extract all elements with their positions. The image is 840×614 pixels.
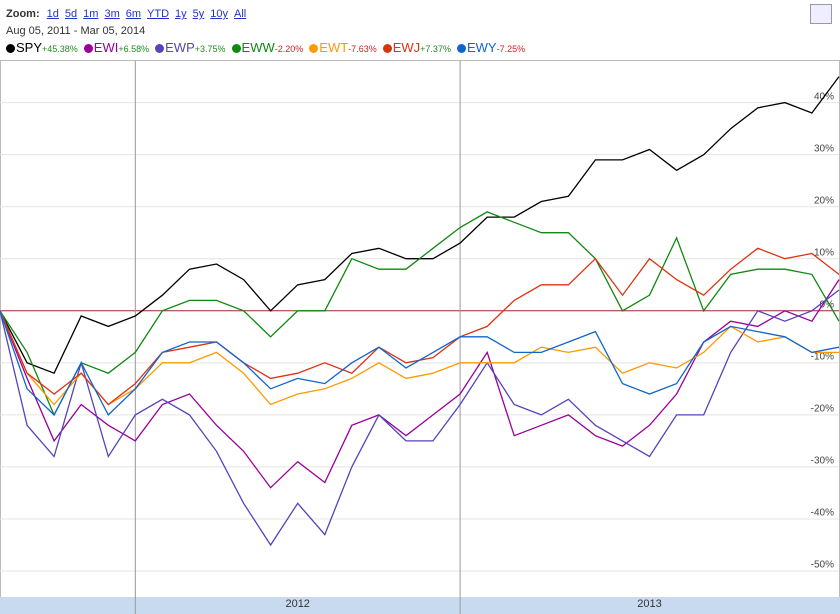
x-tick-label: 2013: [637, 598, 661, 610]
legend-item: SPY+45.38%: [6, 40, 78, 55]
date-sep: -: [73, 25, 78, 37]
y-tick-label: -50%: [811, 560, 834, 571]
y-tick-label: -20%: [811, 404, 834, 415]
legend-item: EWY-7.25%: [456, 40, 526, 55]
y-tick-label: 20%: [814, 195, 834, 206]
plot-border: [0, 60, 840, 598]
zoom-option[interactable]: 5d: [64, 8, 78, 20]
legend-item: EWW-2.20%: [231, 40, 304, 55]
legend-name: EWP: [165, 40, 195, 55]
legend-name: EWY: [466, 40, 497, 55]
zoom-option[interactable]: All: [234, 8, 247, 20]
legend-change: +45.38%: [42, 44, 78, 54]
legend-name: EWT: [319, 40, 349, 55]
zoom-label: Zoom:: [6, 8, 40, 20]
legend: SPY+45.38% EWI+6.58% EWP+3.75% EWW-2.20% EWT…: [6, 40, 531, 55]
series-line: [0, 247, 840, 406]
legend-dot: [231, 44, 241, 53]
zoom-option[interactable]: 1m: [83, 8, 99, 20]
legend-dot: [382, 44, 392, 53]
x-tick-label: 2012: [285, 598, 309, 610]
y-tick-label: -30%: [811, 456, 834, 467]
zoom-option[interactable]: 10y: [210, 8, 229, 20]
zoom-option[interactable]: 3m: [104, 8, 120, 20]
zoom-option[interactable]: 1d: [46, 8, 59, 20]
y-tick-label: -10%: [811, 351, 834, 362]
series-line: [0, 310, 840, 416]
legend-change: -2.20%: [274, 44, 304, 54]
legend-change: -7.63%: [348, 44, 377, 54]
date-from: Aug 05, 2011: [6, 25, 71, 37]
zoom-option[interactable]: 1y: [175, 8, 187, 20]
series-line: [0, 211, 840, 417]
date-range: Aug 05, 2011 - Mar 05, 2014: [6, 25, 145, 37]
x-axis-band: [0, 597, 840, 614]
date-to: Mar 05, 2014: [80, 25, 146, 37]
legend-dot: [456, 44, 466, 53]
legend-change: -7.25%: [496, 44, 526, 54]
series-line: [0, 76, 840, 375]
series-line: [0, 289, 840, 547]
legend-name: SPY: [16, 40, 43, 55]
legend-change: +7.37%: [420, 44, 451, 54]
legend-name: EWW: [241, 40, 275, 55]
y-tick-label: 10%: [814, 247, 834, 258]
y-tick-label: 0%: [820, 299, 835, 310]
legend-name: EWJ: [392, 40, 421, 55]
legend-item: EWP+3.75%: [155, 40, 226, 55]
y-tick-label: -40%: [811, 508, 834, 519]
zoom-option[interactable]: 5y: [192, 8, 205, 20]
legend-change: +3.75%: [194, 44, 226, 54]
legend-dot: [155, 44, 165, 53]
zoom-option[interactable]: 6m: [125, 8, 142, 20]
legend-item: EWJ+7.37%: [382, 40, 451, 55]
legend-dot: [83, 44, 93, 53]
legend-item: EWI+6.58%: [83, 40, 150, 55]
y-tick-label: 30%: [814, 143, 834, 154]
legend-name: EWI: [93, 40, 119, 55]
series-line: [0, 279, 840, 489]
legend-dot: [6, 44, 15, 53]
legend-change: +6.58%: [118, 44, 150, 54]
zoom-option[interactable]: YTD: [147, 8, 170, 20]
legend-item: EWT-7.63%: [309, 40, 377, 55]
legend-dot: [309, 44, 319, 53]
expand-button[interactable]: [810, 4, 832, 24]
zoom-bar: Zoom: 1d 5d 1m 3m 6m YTD 1y 5y 10y All: [6, 8, 252, 20]
series-line: [0, 310, 839, 406]
